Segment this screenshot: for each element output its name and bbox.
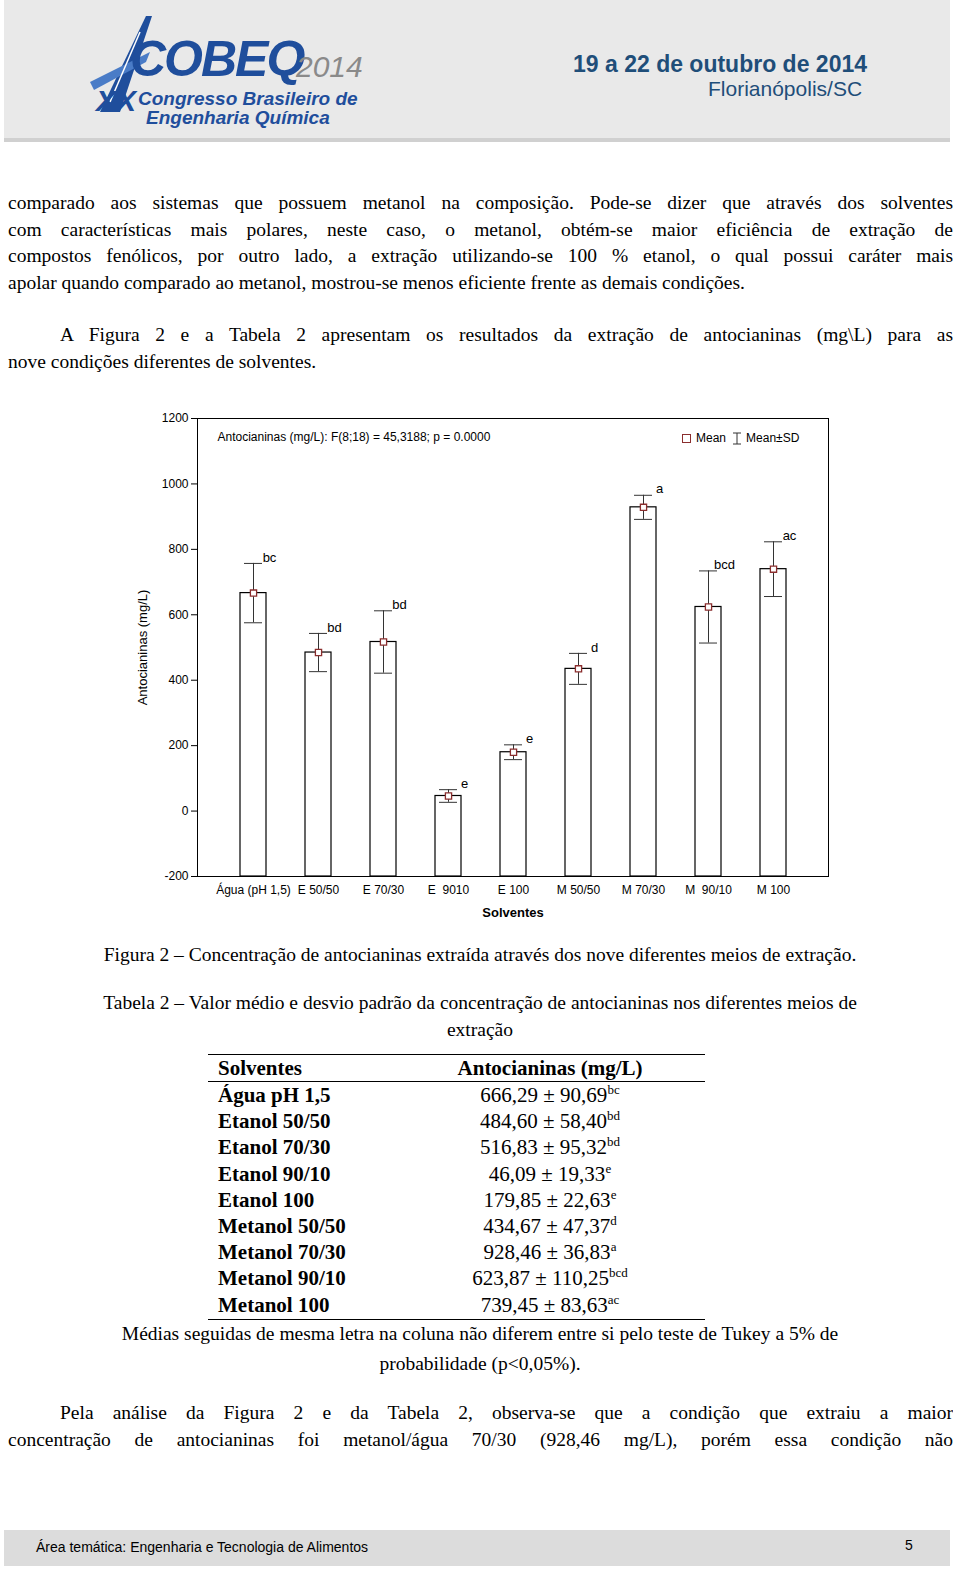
html-text:Água pH 1,5: Água pH 1,5 <box>218 1083 331 1107</box>
svg-text:0: 0 <box>182 804 189 818</box>
html-text:concentração de antocianinas f: concentração de antocianinas foi metanol… <box>8 1428 953 1450</box>
html-text:apolar quando comparado ao met: apolar quando comparado ao metanol, most… <box>8 271 745 293</box>
html-text:Mean: Mean <box>696 431 726 445</box>
html-text:46,09 ± 19,33e: 46,09 ± 19,33e <box>488 1160 612 1186</box>
html-text:928,46 ± 36,83a: 928,46 ± 36,83a <box>483 1239 617 1265</box>
html-text:739,45 ± 83,63ac: 739,45 ± 83,63ac <box>480 1291 620 1317</box>
svg-text:M 70/30: M 70/30 <box>622 883 666 897</box>
svg-text:Antocianinas (mg/L): Antocianinas (mg/L) <box>135 590 150 706</box>
html-text:2014: 2014 <box>296 50 363 83</box>
svg-text:M 50/50: M 50/50 <box>557 883 601 897</box>
html-text:Solventes: Solventes <box>218 1056 302 1080</box>
html-text:19 a 22 de outubro de 2014: 19 a 22 de outubro de 2014 <box>573 51 867 77</box>
html-text:179,85 ± 22,63e: 179,85 ± 22,63e <box>483 1186 617 1212</box>
html-text:Metanol 70/30: Metanol 70/30 <box>218 1240 346 1265</box>
html-text:Figura 2 – Concentração de ant: Figura 2 – Concentração de antocianinas … <box>103 944 857 965</box>
html-text:nove condições diferentes de s: nove condições diferentes de solventes. <box>8 350 317 372</box>
html-text:Florianópolis/SC: Florianópolis/SC <box>708 77 863 100</box>
svg-text:600: 600 <box>168 608 188 622</box>
html-text:Etanol 90/10: Etanol 90/10 <box>218 1161 331 1186</box>
svg-text:E 9010: E 9010 <box>428 883 470 897</box>
svg-text:M 100: M 100 <box>757 883 791 897</box>
html-text:Médias seguidas de mesma letra: Médias seguidas de mesma letra na coluna… <box>121 1323 839 1344</box>
svg-text:e: e <box>526 731 533 746</box>
html-text:623,87 ± 110,25bcd: 623,87 ± 110,25bcd <box>472 1265 628 1291</box>
html-text:Engenharia Química: Engenharia Química <box>146 107 330 128</box>
html-text:Etanol 70/30: Etanol 70/30 <box>218 1135 331 1160</box>
html-text:comparado aos sistemas que pos: comparado aos sistemas que possuem metan… <box>8 192 953 213</box>
svg-text:M 90/10: M 90/10 <box>685 883 732 897</box>
html-text:Antocianinas (mg/L): Antocianinas (mg/L) <box>457 1056 643 1080</box>
svg-text:bcd: bcd <box>714 557 735 572</box>
html-text:Pela análise da Figura 2 e da: Pela análise da Figura 2 e da Tabela 2, … <box>60 1402 953 1423</box>
html-text:probabilidade (p<0,05%).: probabilidade (p<0,05%). <box>379 1353 581 1374</box>
html-text:Etanol 100: Etanol 100 <box>218 1187 315 1212</box>
html-text:Mean±SD: Mean±SD <box>746 431 800 445</box>
html-text:A Figura 2 e a Tabela 2 aprese: A Figura 2 e a Tabela 2 apresentam os re… <box>60 324 953 345</box>
html-text:XXCongresso Brasileiro de: XXCongresso Brasileiro de <box>96 84 358 117</box>
html-text:5: 5 <box>905 1537 913 1553</box>
svg-text:E 50/50: E 50/50 <box>298 883 340 897</box>
svg-text:bc: bc <box>263 550 277 565</box>
svg-text:400: 400 <box>168 673 188 687</box>
html-text:484,60 ± 58,40bd: 484,60 ± 58,40bd <box>480 1108 620 1134</box>
html-text:Metanol 100: Metanol 100 <box>218 1292 330 1317</box>
html-text:Metanol 50/50: Metanol 50/50 <box>218 1214 346 1238</box>
svg-text:1200: 1200 <box>162 411 189 425</box>
svg-text:Antocianinas (mg/L): F(8;18) =: Antocianinas (mg/L): F(8;18) = 45,3188; … <box>218 430 491 444</box>
html-text:Área temática: Engenharia e Te: Área temática: Engenharia e Tecnologia d… <box>36 1539 369 1555</box>
svg-text:-200: -200 <box>164 869 188 883</box>
svg-text:E 70/30: E 70/30 <box>363 883 405 897</box>
html-text:extração: extração <box>447 1019 513 1040</box>
svg-text:E 100: E 100 <box>498 883 530 897</box>
html-text:Metanol 90/10: Metanol 90/10 <box>218 1266 346 1291</box>
svg-text:Solventes: Solventes <box>482 905 543 920</box>
svg-text:d: d <box>591 640 598 655</box>
html-text:COBEQ: COBEQ <box>130 31 304 87</box>
svg-text:ac: ac <box>783 528 797 543</box>
svg-text:1000: 1000 <box>162 477 189 491</box>
html-text:516,83 ± 95,32bd: 516,83 ± 95,32bd <box>480 1134 620 1160</box>
html-text:compostos fenólicos, por outro: compostos fenólicos, por outro lado, a e… <box>8 245 953 266</box>
svg-text:200: 200 <box>168 738 188 752</box>
svg-text:a: a <box>656 481 664 496</box>
svg-text:e: e <box>461 776 468 791</box>
html-text:434,67 ± 47,37d: 434,67 ± 47,37d <box>483 1213 617 1238</box>
svg-text:800: 800 <box>168 542 188 556</box>
svg-text:bd: bd <box>327 620 341 635</box>
html-text:666,29 ± 90,69bc: 666,29 ± 90,69bc <box>480 1082 620 1107</box>
html-text:Tabela 2 – Valor médio e desvi: Tabela 2 – Valor médio e desvio padrão d… <box>103 992 857 1013</box>
html-text:com características mais polar: com características mais polares, neste … <box>8 218 953 240</box>
svg-text:bd: bd <box>392 597 406 612</box>
svg-text:Água (pH 1,5): Água (pH 1,5) <box>216 882 291 897</box>
html-text:Etanol 50/50: Etanol 50/50 <box>218 1109 331 1134</box>
